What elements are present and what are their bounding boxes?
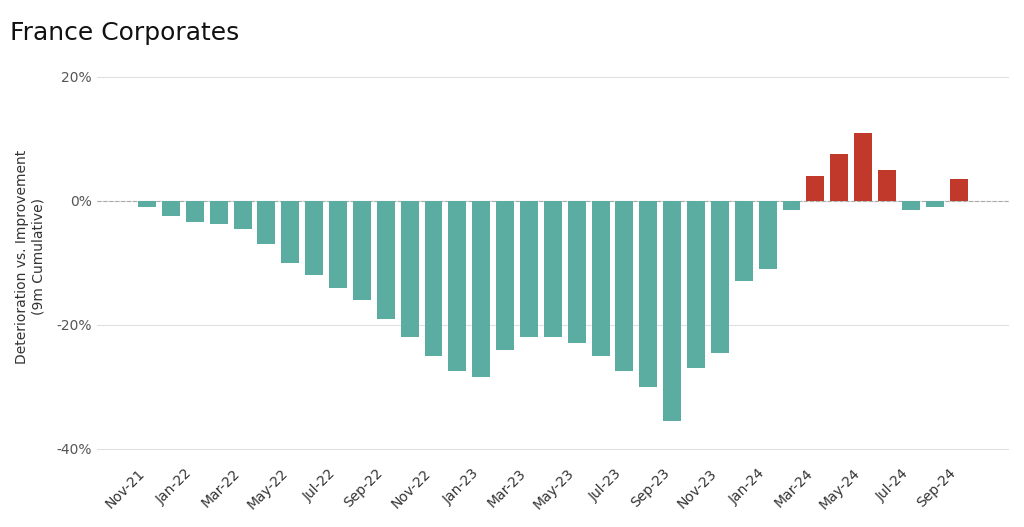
Bar (926, 201, 944, 207)
Bar (949, 179, 968, 201)
Bar (162, 201, 180, 216)
Bar (782, 201, 801, 210)
Bar (759, 201, 776, 269)
Bar (425, 201, 442, 356)
Text: France Corporates: France Corporates (10, 21, 240, 45)
Bar (687, 201, 705, 368)
Bar (282, 201, 299, 263)
Bar (592, 201, 609, 356)
Bar (210, 201, 227, 225)
Bar (400, 201, 419, 337)
Bar (854, 132, 872, 201)
Bar (186, 201, 204, 222)
Bar (329, 201, 347, 288)
Bar (544, 201, 562, 337)
Bar (233, 201, 252, 229)
Y-axis label: Deterioration vs. Improvement
(9m Cumulative): Deterioration vs. Improvement (9m Cumula… (15, 150, 45, 364)
Bar (735, 201, 753, 281)
Bar (305, 201, 324, 275)
Bar (449, 201, 466, 371)
Bar (138, 201, 156, 207)
Bar (257, 201, 275, 244)
Bar (497, 201, 514, 349)
Bar (472, 201, 490, 377)
Bar (639, 201, 657, 387)
Bar (807, 176, 824, 201)
Bar (664, 201, 681, 421)
Bar (520, 201, 538, 337)
Bar (878, 170, 896, 201)
Bar (615, 201, 634, 371)
Bar (377, 201, 394, 318)
Bar (902, 201, 920, 210)
Bar (830, 154, 848, 201)
Bar (353, 201, 371, 300)
Bar (711, 201, 729, 353)
Bar (567, 201, 586, 344)
